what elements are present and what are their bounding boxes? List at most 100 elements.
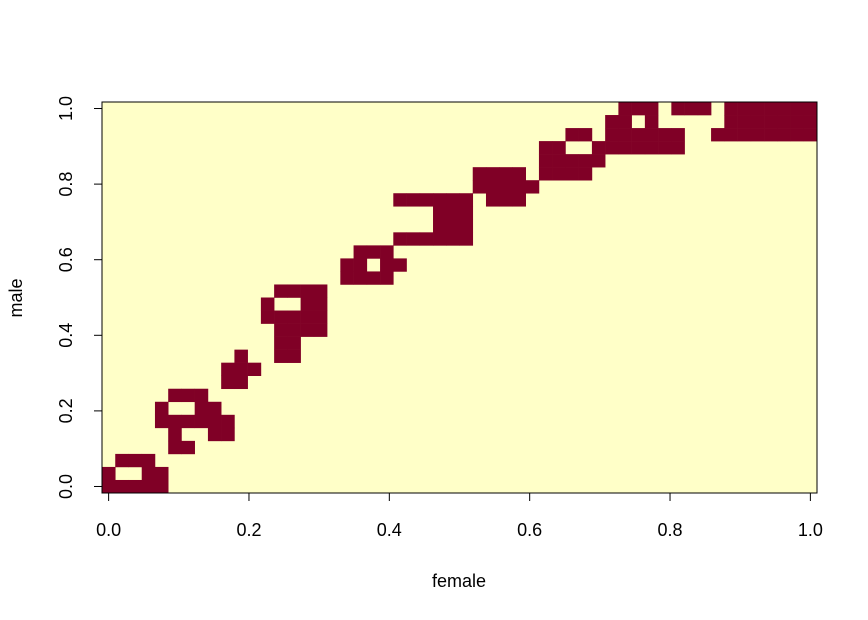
heatmap-cell [247, 362, 262, 376]
heatmap-cell [419, 193, 434, 207]
heatmap-cell [485, 193, 500, 207]
heatmap-cell [287, 349, 301, 363]
heatmap-cell [618, 102, 632, 116]
heatmap-cell [459, 232, 474, 246]
heatmap-cell [552, 167, 566, 181]
heatmap-cell [194, 401, 209, 416]
heatmap-cell [565, 167, 579, 181]
x-tick-label: 0.0 [96, 520, 121, 540]
heatmap-cell [737, 115, 752, 129]
heatmap-cell [260, 297, 275, 311]
heatmap-cell [605, 128, 619, 142]
heatmap-cell [803, 115, 818, 129]
heatmap-cell [803, 102, 818, 116]
heatmap-cell [538, 154, 553, 168]
heatmap-cell [380, 245, 394, 259]
heatmap-cell [631, 102, 646, 116]
heatmap-cell [221, 375, 235, 390]
heatmap-cell [790, 128, 805, 142]
heatmap-cell [366, 271, 381, 285]
heatmap-cell [605, 141, 619, 155]
heatmap-cell [353, 258, 368, 272]
heatmap-cell [168, 427, 182, 442]
heatmap-cell [737, 128, 752, 142]
heatmap-cell [472, 167, 487, 181]
heatmap-cell [644, 141, 659, 155]
heatmap-cell [538, 167, 553, 181]
heatmap-cell [406, 232, 421, 246]
heatmap-cell [790, 115, 805, 129]
heatmap-cell [287, 284, 301, 298]
heatmap-cell [803, 128, 818, 142]
heatmap-cell [115, 479, 129, 494]
heatmap-cell [750, 115, 765, 129]
heatmap-cell [274, 310, 288, 324]
heatmap-cell [552, 141, 566, 155]
heatmap-cell [287, 336, 301, 350]
heatmap-cell [380, 258, 394, 272]
heatmap-cell [274, 336, 288, 350]
heatmap-cell [724, 102, 738, 116]
heatmap-cell [393, 193, 407, 207]
heatmap-cell [671, 128, 685, 142]
heatmap-cell [499, 193, 513, 207]
heatmap-cell [644, 128, 659, 142]
heatmap-cell [168, 388, 182, 403]
heatmap-cell [499, 167, 513, 181]
heatmap-cell [618, 115, 632, 129]
heatmap-cell [446, 206, 460, 220]
heatmap-cell [578, 167, 593, 181]
heatmap-cell [406, 193, 421, 207]
y-axis: 0.0 0.2 0.4 0.6 0.8 1.0 [56, 96, 103, 499]
y-tick-label: 1.0 [56, 96, 76, 121]
heatmap-cell [459, 206, 474, 220]
heatmap-cell [552, 154, 566, 168]
heatmap-cell [194, 414, 209, 429]
heatmap-cell [605, 115, 619, 129]
y-tick-label: 0.6 [56, 247, 76, 272]
heatmap-cell [644, 102, 659, 116]
heatmap-cell [234, 349, 248, 363]
heatmap-cell [260, 310, 275, 324]
heatmap-cell [446, 219, 460, 233]
heatmap-cell [168, 440, 182, 455]
heatmap-cell [313, 297, 328, 311]
x-tick-label: 0.6 [517, 520, 542, 540]
heatmap-cell [154, 466, 169, 481]
heatmap-cell [764, 102, 778, 116]
heatmap-cell [512, 167, 526, 181]
y-axis-title: male [6, 278, 26, 317]
heatmap-cell [154, 414, 169, 429]
heatmap-cell [221, 362, 235, 376]
heatmap-cell [790, 102, 805, 116]
heatmap-cell [353, 245, 368, 259]
heatmap-cell [565, 128, 579, 142]
heatmap-cell [618, 141, 632, 155]
heatmap-cell [128, 479, 143, 494]
plot-area [101, 101, 818, 494]
heatmap-cell [141, 466, 156, 481]
heatmap-cell [353, 271, 368, 285]
y-tick-label: 0.4 [56, 323, 76, 348]
heatmap-cell [446, 193, 460, 207]
heatmap-cell [287, 323, 301, 337]
heatmap-cell [313, 284, 328, 298]
heatmap-cell [300, 310, 315, 324]
heatmap-cell [221, 427, 235, 442]
heatmap-cell [274, 349, 288, 363]
heatmap-cell [433, 219, 447, 233]
heatmap-cell [340, 271, 354, 285]
heatmap-cell [737, 102, 752, 116]
heatmap-cell [777, 115, 791, 129]
heatmap-cell [300, 284, 315, 298]
heatmap-cell [671, 102, 685, 116]
heatmap-cell [485, 167, 500, 181]
heatmap-cell [300, 297, 315, 311]
heatmap-cell [750, 128, 765, 142]
heatmap-cell [525, 180, 540, 194]
y-tick-label: 0.0 [56, 474, 76, 499]
heatmap-cell [181, 388, 195, 403]
heatmap-cell [102, 466, 116, 481]
heatmap-cell [313, 310, 328, 324]
